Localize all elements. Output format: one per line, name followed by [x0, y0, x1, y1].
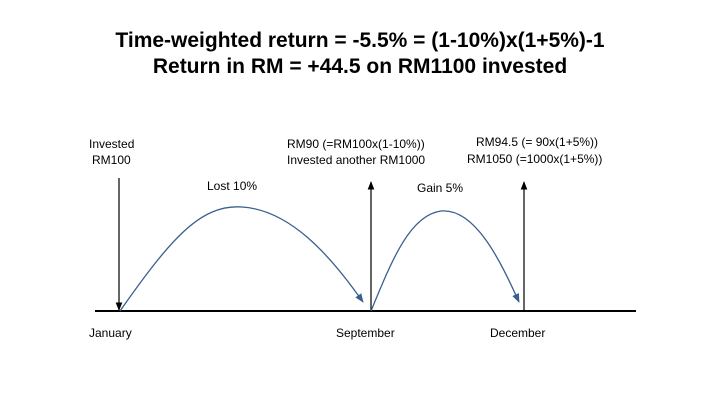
title-line-2: Return in RM = +44.5 on RM1100 invested — [152, 55, 568, 78]
lost-label: Lost 10% — [207, 179, 258, 193]
december-label-line-1: RM94.5 (= 90x(1+5%)) — [476, 135, 599, 149]
title-line-1: Time-weighted return = -5.5% = (1-10%)x(… — [115, 29, 605, 52]
gain-label: Gain 5% — [417, 181, 464, 195]
timeline-label-december: December — [490, 326, 546, 340]
invested-label-line-1: Invested — [89, 137, 135, 151]
timeline-label-january: January — [89, 326, 132, 340]
december-label-line-2: RM1050 (=1000x(1+5%)) — [467, 152, 603, 166]
september-label-line-2: Invested another RM1000 — [287, 153, 426, 167]
curve-lost — [119, 206, 364, 312]
september-label-line-1: RM90 (=RM100x(1-10%)) — [287, 137, 425, 151]
curve-gain — [370, 210, 520, 312]
timeline-label-september: September — [336, 326, 395, 340]
invested-label-line-2: RM100 — [92, 153, 131, 167]
